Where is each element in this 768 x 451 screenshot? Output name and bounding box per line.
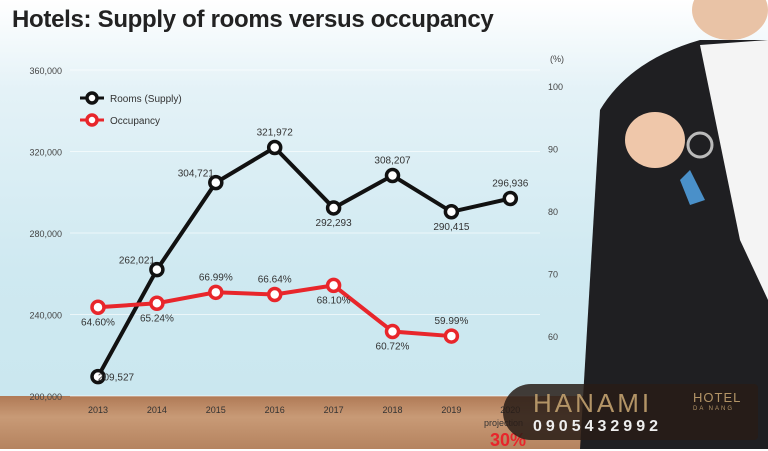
hanami-watermark: HANAMI HOTEL DA NANG 0905432992 [503,384,758,440]
brand-city: DA NANG [693,406,735,412]
data-label: 296,936 [492,178,529,189]
x-tick-label: 2018 [382,405,402,415]
data-label: 60.72% [376,342,410,353]
data-point [443,204,460,220]
legend-marker [85,113,99,127]
data-label: 304,721 [178,169,215,180]
legend-label: Rooms (Supply) [110,94,182,105]
data-label: 290,415 [433,222,470,233]
x-tick-label: 2017 [324,405,344,415]
brand-hotel: HOTEL [693,390,742,405]
data-point [325,277,342,294]
data-label: 262,021 [119,256,156,267]
data-point [208,284,224,301]
left-tick-label: 200,000 [29,392,62,402]
data-label: 65.24% [140,313,174,324]
data-point [149,261,165,278]
data-point [266,139,283,156]
x-tick-label: 2016 [265,405,285,415]
x-tick-label: 2013 [88,405,108,415]
left-tick-label: 240,000 [29,311,62,321]
woman-photo [580,0,768,449]
left-tick-label: 280,000 [29,229,62,239]
data-point [325,200,342,216]
data-label: 66.99% [199,272,233,283]
data-point [502,190,519,207]
right-tick-label: 100 [548,82,563,92]
data-label: 209,527 [98,373,135,384]
data-label: 66.64% [258,275,292,286]
right-tick-label: 90 [548,145,558,155]
legend-label: Occupancy [110,116,160,127]
data-label: 321,972 [257,127,294,138]
projection-label: projection [484,418,524,428]
data-label: 68.10% [317,295,351,306]
data-point [266,286,283,303]
right-axis-unit: (%) [550,54,564,64]
right-tick-label: 70 [548,270,558,280]
legend-marker [85,91,99,105]
data-point [90,299,106,315]
brand-phone: 0905432992 [533,418,662,435]
data-point [90,368,106,385]
brand-name: HANAMI [533,388,653,418]
left-tick-label: 320,000 [29,148,62,158]
left-tick-label: 360,000 [29,66,62,76]
data-point [384,167,401,184]
right-tick-label: 80 [548,207,558,217]
chart-title: Hotels: Supply of rooms versus occupancy [12,6,494,33]
data-point [149,295,165,311]
right-tick-label: 60 [548,332,558,342]
data-label: 64.60% [81,317,115,328]
series-line [96,144,511,378]
data-label: 59.99% [434,316,468,327]
data-label: 308,207 [374,156,411,167]
data-point [384,323,401,340]
x-tick-label: 2019 [441,405,461,415]
data-point [443,328,460,344]
x-tick-label: 2014 [147,405,167,415]
data-label: 292,293 [316,218,353,229]
data-point [208,174,224,191]
x-tick-label: 2015 [206,405,226,415]
